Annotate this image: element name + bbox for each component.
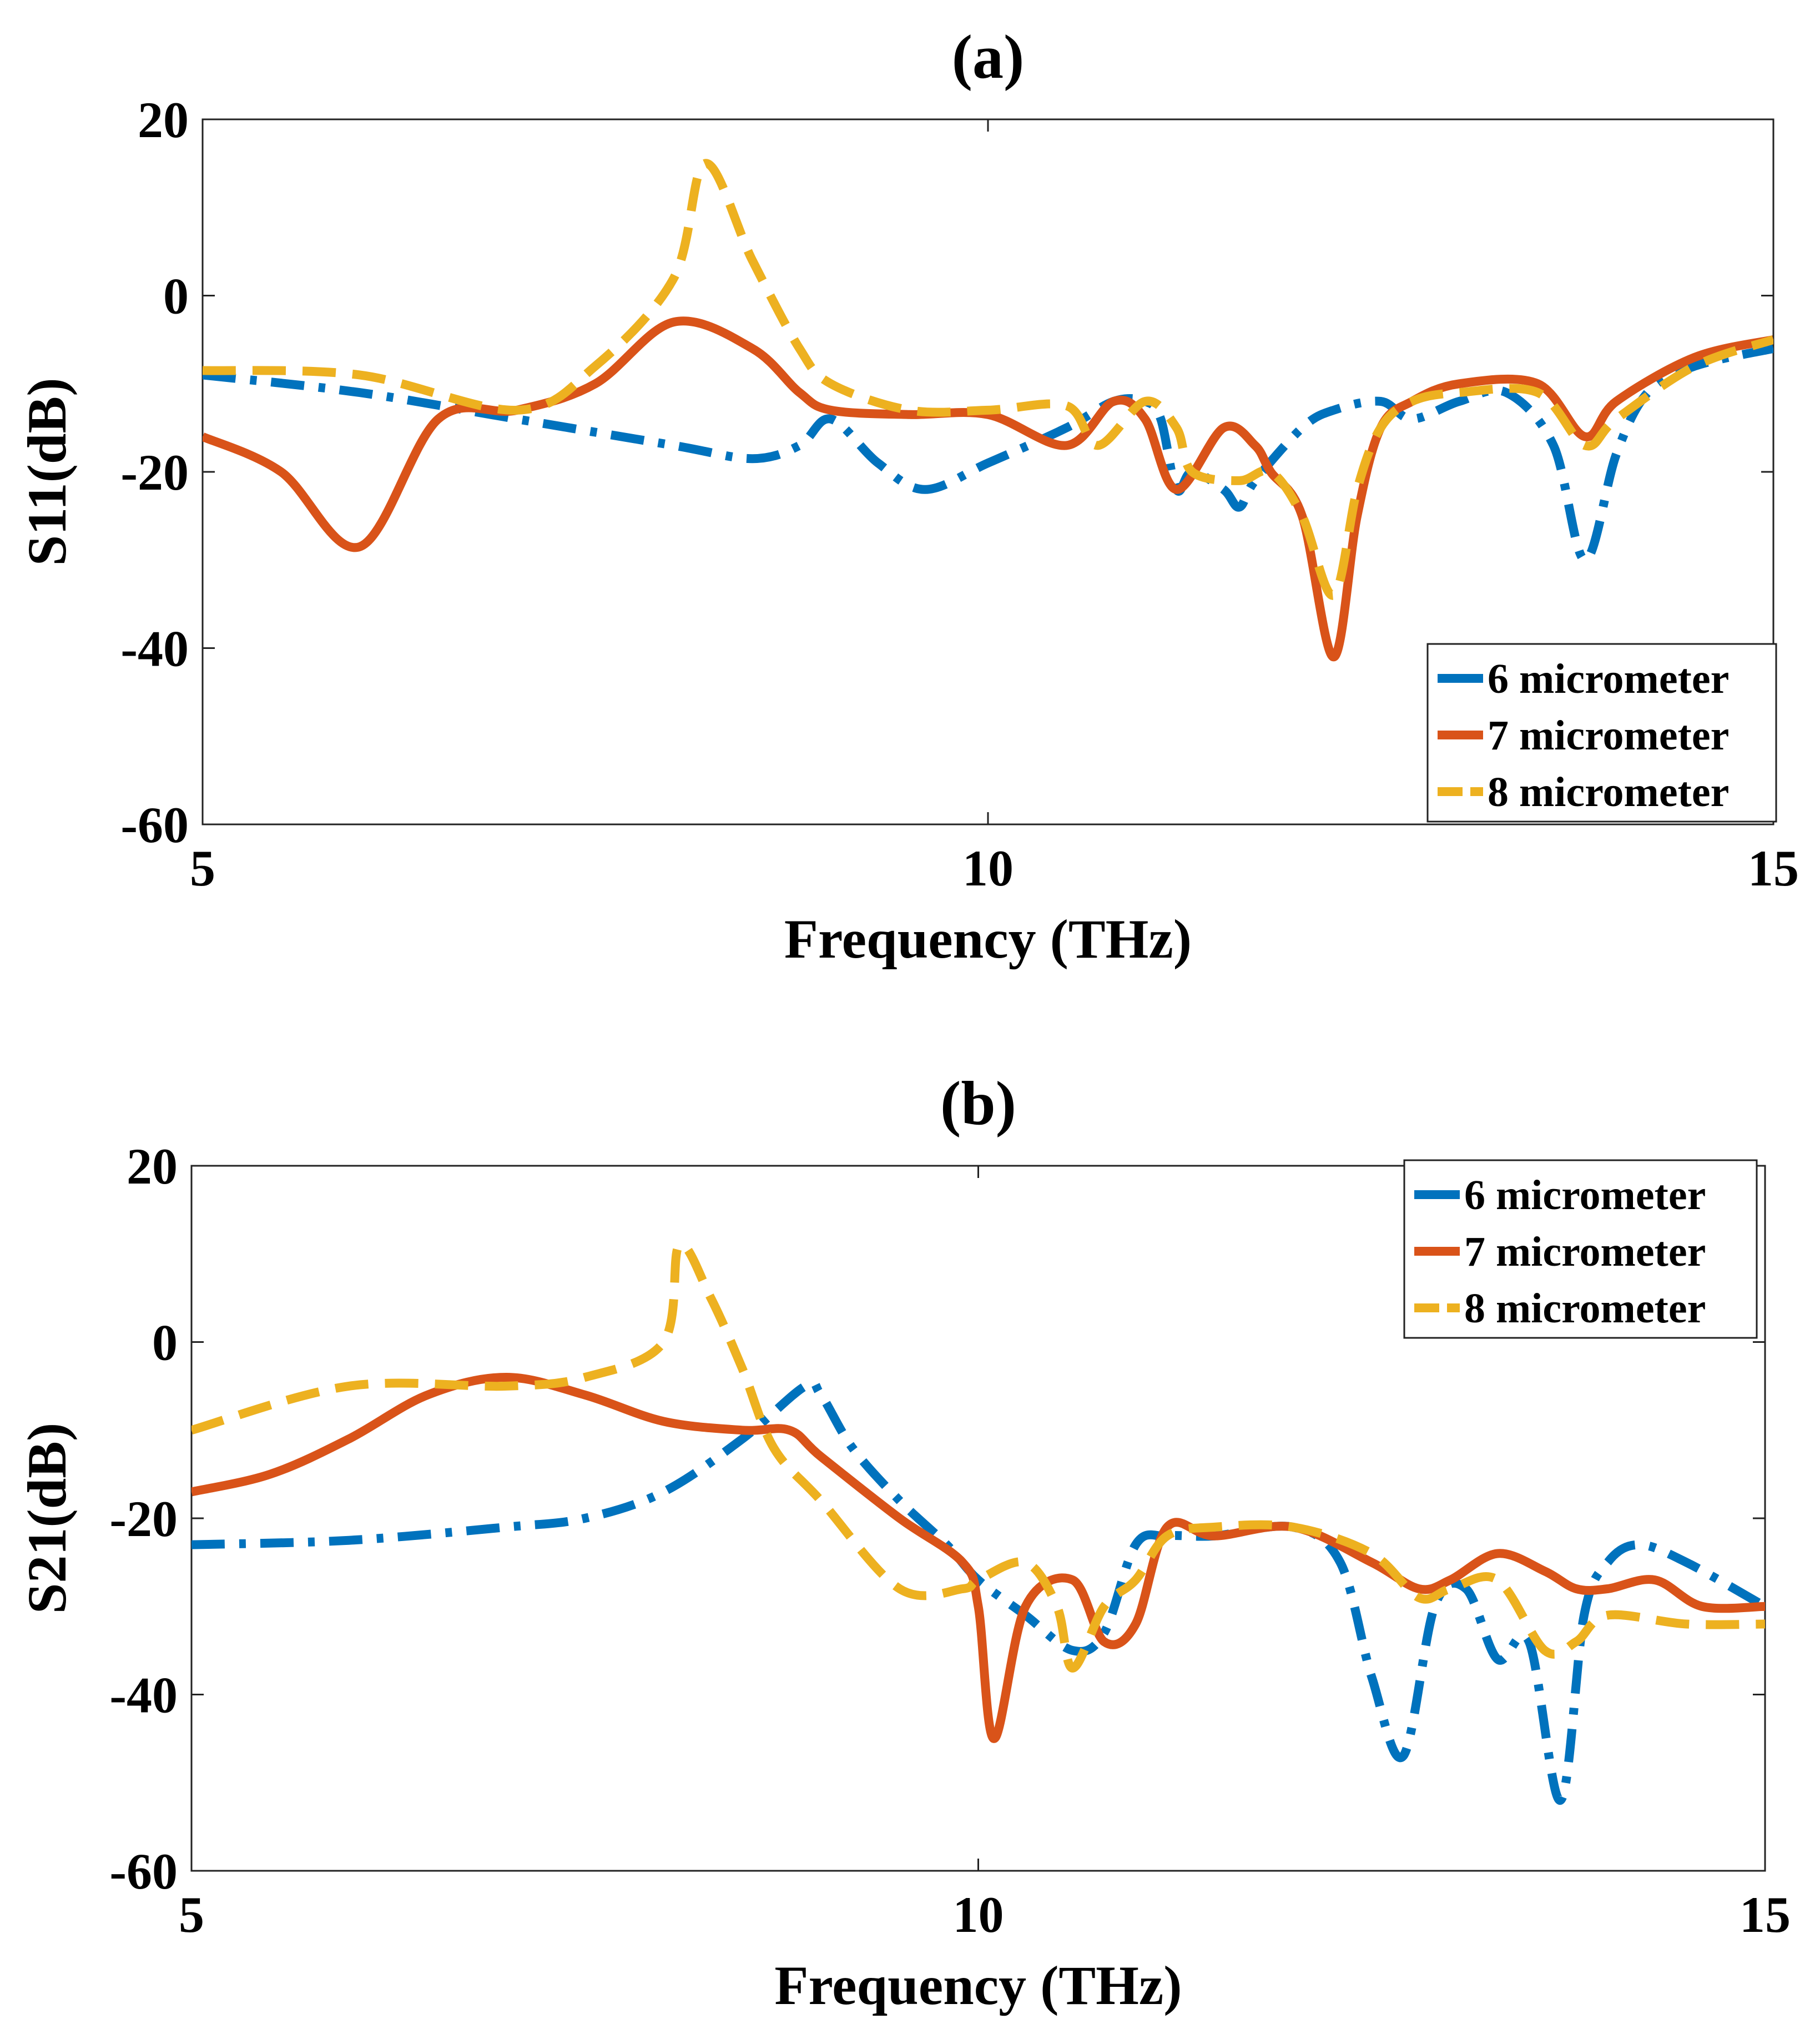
y-axis-label: S21(dB) bbox=[16, 1423, 78, 1614]
legend-label: 8 micrometer bbox=[1488, 769, 1729, 815]
chart-panel-b: (b) 5 10 15 20 0 -20 -40 -60 Frequency (THz) S21(d… bbox=[16, 1069, 1791, 2016]
series-line-8-micrometer bbox=[191, 1240, 1765, 1673]
y-tick-label: -40 bbox=[120, 621, 189, 677]
x-tick-label: 15 bbox=[1740, 1886, 1791, 1943]
legend: 6 micrometer 7 micrometer 8 micrometer bbox=[1403, 1159, 1758, 1339]
y-tick-label: -20 bbox=[120, 444, 189, 501]
x-axis-label: Frequency (THz) bbox=[774, 1955, 1182, 2016]
y-tick-label: -60 bbox=[109, 1843, 178, 1900]
x-tick-label: 10 bbox=[962, 840, 1014, 897]
chart-title: (a) bbox=[952, 23, 1025, 92]
y-tick-label: 0 bbox=[163, 268, 189, 325]
series-line-7-micrometer bbox=[191, 1373, 1765, 1743]
y-tick-label: 20 bbox=[127, 1138, 178, 1195]
series-line-7-micrometer bbox=[203, 316, 1773, 662]
x-tick-label: 10 bbox=[953, 1886, 1004, 1943]
y-tick-label: 0 bbox=[152, 1315, 178, 1371]
chart-panel-a: (a) 5 10 15 20 0 -20 -40 -60 Frequency (THz) S11(d… bbox=[16, 23, 1799, 970]
y-axis-label: S11(dB) bbox=[16, 377, 78, 566]
legend-box bbox=[1426, 643, 1777, 823]
y-tick-label: -40 bbox=[109, 1667, 178, 1724]
legend: 6 micrometer 7 micrometer 8 micrometer bbox=[1426, 643, 1777, 823]
legend-label: 6 micrometer bbox=[1488, 656, 1729, 702]
x-tick-label: 5 bbox=[190, 840, 215, 897]
legend-label: 7 micrometer bbox=[1488, 712, 1729, 759]
y-tick-label: -60 bbox=[120, 797, 189, 853]
legend-label: 6 micrometer bbox=[1464, 1172, 1706, 1219]
x-tick-label: 5 bbox=[179, 1886, 204, 1943]
legend-label: 8 micrometer bbox=[1464, 1285, 1706, 1332]
series-line-6-micrometer bbox=[191, 1378, 1765, 1805]
legend-box bbox=[1403, 1159, 1758, 1339]
series-line-8-micrometer bbox=[203, 159, 1773, 600]
x-tick-label: 15 bbox=[1748, 840, 1799, 897]
y-tick-label: 20 bbox=[138, 92, 189, 148]
chart-title: (b) bbox=[940, 1069, 1016, 1138]
y-tick-label: -20 bbox=[109, 1491, 178, 1547]
legend-label: 7 micrometer bbox=[1464, 1229, 1706, 1275]
x-axis-label: Frequency (THz) bbox=[784, 908, 1192, 970]
